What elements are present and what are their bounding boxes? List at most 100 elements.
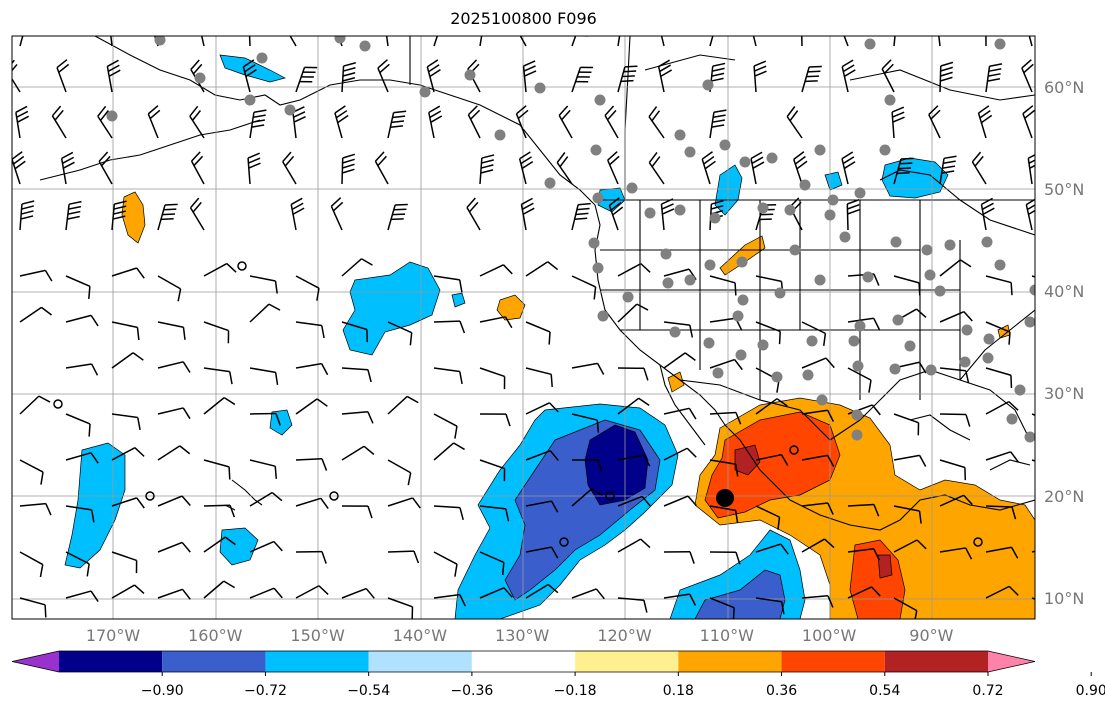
wind-barb xyxy=(111,584,145,599)
wind-barb xyxy=(19,551,44,578)
wind-barb xyxy=(374,151,389,185)
station-marker xyxy=(944,239,956,251)
wind-barb xyxy=(648,106,665,139)
positive-anomaly-northwest xyxy=(121,191,146,244)
wind-barb xyxy=(428,105,443,139)
wind-barb xyxy=(893,157,914,185)
station-marker xyxy=(854,320,866,332)
wind-barb xyxy=(479,413,511,427)
station-marker xyxy=(719,139,731,151)
colorbar-segment xyxy=(265,651,369,672)
wind-barb xyxy=(387,550,420,564)
wind-barb xyxy=(19,459,44,485)
station-marker xyxy=(674,129,686,141)
station-marker xyxy=(814,274,826,286)
wind-barb xyxy=(525,546,559,559)
wind-barb xyxy=(847,317,881,330)
wind-barb xyxy=(341,321,369,343)
wind-barb xyxy=(985,63,1003,93)
wind-barb xyxy=(525,402,559,415)
station-marker xyxy=(644,207,656,219)
station-marker xyxy=(594,94,606,106)
station-marker xyxy=(684,274,696,286)
wind-barb xyxy=(847,586,881,599)
wind-barb xyxy=(248,36,251,47)
wind-barb xyxy=(433,275,463,293)
wind-barb xyxy=(939,310,973,323)
wind-barb xyxy=(295,362,329,376)
station-marker xyxy=(1029,284,1035,296)
wind-barb xyxy=(479,36,485,47)
wind-barb xyxy=(433,442,465,461)
positive-anomaly-darkred-2 xyxy=(877,554,893,579)
station-marker xyxy=(703,337,715,349)
wind-barb xyxy=(847,367,872,393)
wind-barb xyxy=(12,59,21,93)
station-marker xyxy=(814,144,826,156)
longitude-label: 120°W xyxy=(597,626,652,645)
wind-barb xyxy=(512,36,527,47)
negative-anomaly-west-3 xyxy=(269,409,293,436)
wind-barb xyxy=(111,267,145,279)
wind-barb xyxy=(801,538,835,553)
colorbar-tick-label: 0.36 xyxy=(765,683,798,699)
station-marker xyxy=(709,212,721,224)
latitude-label: 10°N xyxy=(1044,589,1085,608)
wind-barb xyxy=(479,367,506,390)
station-marker xyxy=(771,371,783,383)
wind-barb xyxy=(111,352,144,369)
wind-barb xyxy=(841,59,856,93)
negative-anomaly-canada-4 xyxy=(824,171,843,191)
station-marker xyxy=(981,236,993,248)
station-marker xyxy=(959,356,971,368)
wind-barb xyxy=(893,597,918,619)
wind-barb xyxy=(893,413,920,436)
wind-barb xyxy=(1025,197,1035,231)
station-marker xyxy=(544,177,556,189)
wind-barb xyxy=(387,497,421,509)
longitude-label: 170°W xyxy=(85,626,141,645)
wind-barb xyxy=(19,36,36,47)
wind-barb xyxy=(387,459,412,486)
wind-barb xyxy=(65,314,99,327)
wind-barb xyxy=(657,59,673,93)
wind-barb xyxy=(985,36,987,47)
station-marker xyxy=(1006,413,1018,425)
wind-barb xyxy=(433,367,463,385)
wind-barb xyxy=(189,197,205,231)
wind-barb xyxy=(893,505,922,524)
colorbar-tick-label: −0.36 xyxy=(450,683,494,699)
wind-barb xyxy=(617,495,651,507)
wind-barb xyxy=(19,502,52,516)
station-marker xyxy=(334,36,346,44)
wind-barb xyxy=(65,452,99,464)
wind-barb xyxy=(793,151,808,185)
colorbar-segment xyxy=(884,651,988,672)
station-marker xyxy=(669,326,681,338)
wind-barb xyxy=(334,105,349,139)
colorbar-outline xyxy=(11,650,1036,673)
wind-barb xyxy=(19,200,35,231)
station-marker xyxy=(590,144,602,156)
wind-barb xyxy=(111,413,141,431)
wind-barb xyxy=(295,275,320,301)
wind-barb xyxy=(479,459,506,482)
wind-barb xyxy=(939,494,973,507)
wind-barb xyxy=(19,269,53,282)
wind-barb xyxy=(19,597,47,618)
wind-barb xyxy=(111,551,138,574)
station-marker xyxy=(737,294,749,306)
colorbar-tick-label: 0.72 xyxy=(972,683,1004,699)
wind-barb xyxy=(617,303,649,323)
station-marker xyxy=(994,38,1006,50)
station-marker xyxy=(890,236,902,248)
wind-barb xyxy=(433,36,451,47)
station-marker xyxy=(904,340,916,352)
wind-barb xyxy=(249,275,278,294)
station-marker xyxy=(925,364,937,376)
wind-barb xyxy=(295,497,329,510)
wind-barb xyxy=(518,151,534,185)
wind-barb xyxy=(97,105,113,139)
wind-barb xyxy=(479,316,513,329)
